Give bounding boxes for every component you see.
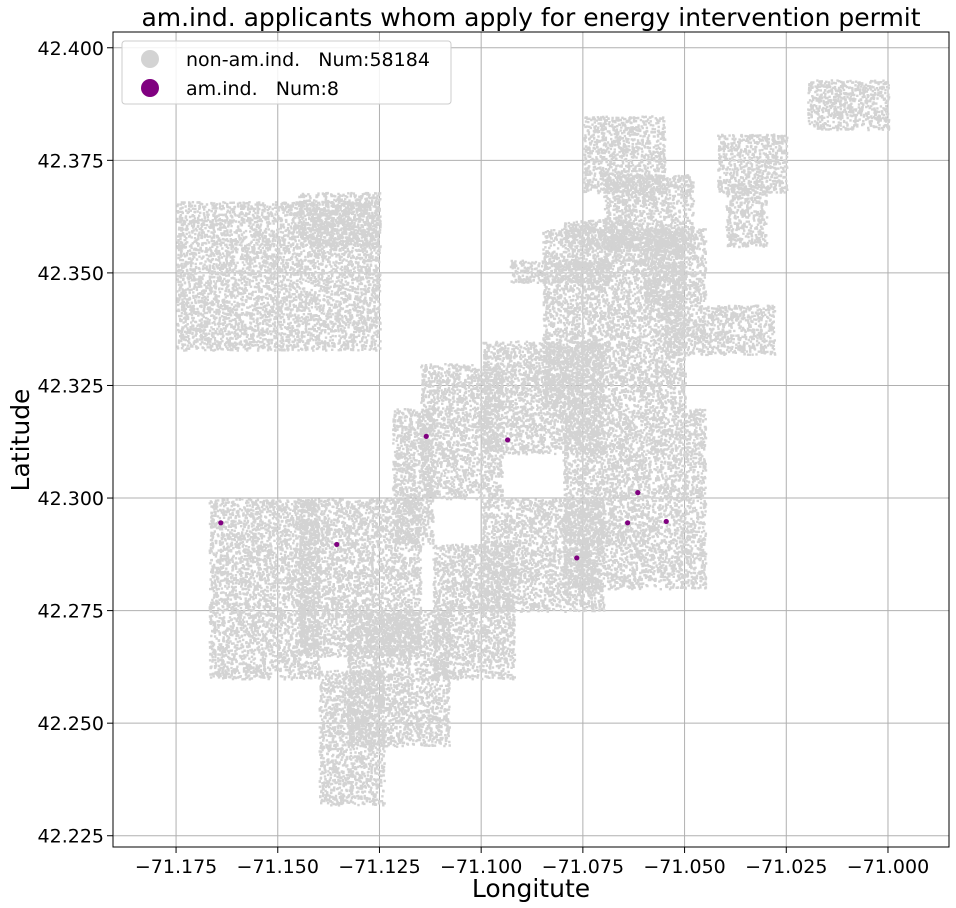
x-tick-label: −71.050: [643, 856, 725, 878]
am-ind-point: [663, 518, 669, 525]
am-ind-point: [505, 437, 511, 443]
non-am-ind-point-cluster: [664, 304, 777, 357]
x-tick-label: −71.150: [237, 856, 319, 878]
am-ind-point: [625, 520, 631, 526]
legend-box: [121, 40, 452, 105]
non-am-ind-point-cluster: [432, 543, 517, 681]
non-am-ind-point-cloud: [176, 79, 891, 807]
legend-marker-am-ind: [141, 79, 159, 97]
legend-label-am-ind: am.ind. Num:8: [186, 78, 339, 100]
am-ind-point: [218, 520, 224, 526]
y-tick-label: 42.300: [38, 488, 104, 510]
non-am-ind-point-cluster: [176, 200, 382, 352]
non-am-ind-point-cluster: [562, 408, 708, 591]
non-am-ind-point-cluster: [725, 183, 769, 249]
non-am-ind-point-cluster: [208, 498, 321, 681]
legend: non-am.ind. Num:58184 am.ind. Num:8: [121, 40, 452, 105]
am-ind-point: [334, 541, 340, 548]
am-ind-points: [218, 433, 669, 561]
am-ind-point: [574, 555, 580, 561]
y-tick-label: 42.375: [38, 150, 104, 172]
non-am-ind-point-cluster: [643, 227, 708, 307]
non-am-ind-point-cluster: [391, 408, 435, 546]
legend-marker-non-am-ind: [141, 50, 159, 68]
x-tick-label: −71.175: [135, 856, 217, 878]
y-tick-label: 42.400: [38, 38, 104, 60]
y-tick-label: 42.225: [38, 826, 104, 848]
x-axis-label: Longitute: [472, 874, 590, 903]
non-am-ind-point-cluster: [298, 191, 382, 248]
plot-frame: [112, 31, 950, 848]
non-am-ind-point-cluster: [509, 259, 614, 285]
chart-title: am.ind. applicants whom apply for energy…: [141, 3, 920, 32]
y-tick-label: 42.350: [38, 263, 104, 285]
non-am-ind-point-cluster: [582, 115, 667, 195]
y-axis-label: Latitude: [6, 389, 35, 492]
non-am-ind-point-cluster: [717, 133, 789, 195]
x-tick-label: −71.075: [542, 856, 624, 878]
axis-ticks: −71.175 −71.150 −71.125 −71.100 −71.075 −71.0…: [38, 38, 930, 878]
y-tick-label: 42.325: [38, 375, 104, 397]
x-tick-label: −71.100: [440, 856, 522, 878]
y-tick-label: 42.275: [38, 601, 104, 623]
x-tick-label: −71.025: [745, 856, 827, 878]
legend-label-non-am-ind: non-am.ind. Num:58184: [186, 49, 430, 71]
x-tick-label: −71.125: [338, 856, 420, 878]
non-am-ind-point-cluster: [420, 363, 504, 501]
y-tick-label: 42.250: [38, 713, 104, 735]
non-am-ind-point-cluster: [807, 79, 891, 132]
am-ind-point: [635, 490, 641, 496]
non-am-ind-point-cluster: [346, 610, 451, 748]
am-ind-point: [423, 433, 429, 439]
non-am-ind-point-cluster: [562, 219, 634, 253]
x-tick-label: −71.000: [847, 856, 929, 878]
